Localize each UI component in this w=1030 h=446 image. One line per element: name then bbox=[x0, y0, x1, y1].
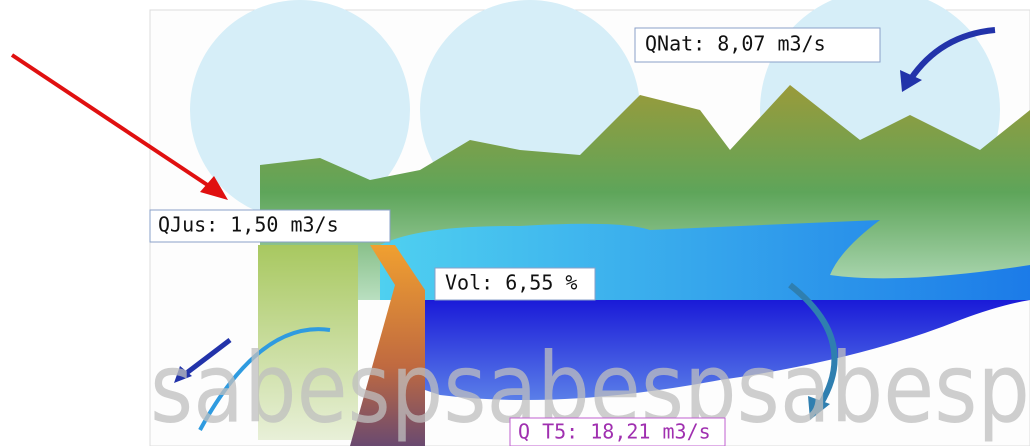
page: sabespsabespsabesp QNat: 8,07 m3/s QJus:… bbox=[0, 0, 1030, 446]
reservoir-diagram: sabespsabespsabesp QNat: 8,07 m3/s QJus:… bbox=[0, 0, 1030, 446]
vol-label: Vol: 6,55 % bbox=[445, 271, 577, 295]
qnat-label: QNat: 8,07 m3/s bbox=[645, 32, 826, 56]
qt5-label: Q T5: 18,21 m3/s bbox=[518, 420, 711, 444]
qjus-label: QJus: 1,50 m3/s bbox=[158, 213, 339, 237]
